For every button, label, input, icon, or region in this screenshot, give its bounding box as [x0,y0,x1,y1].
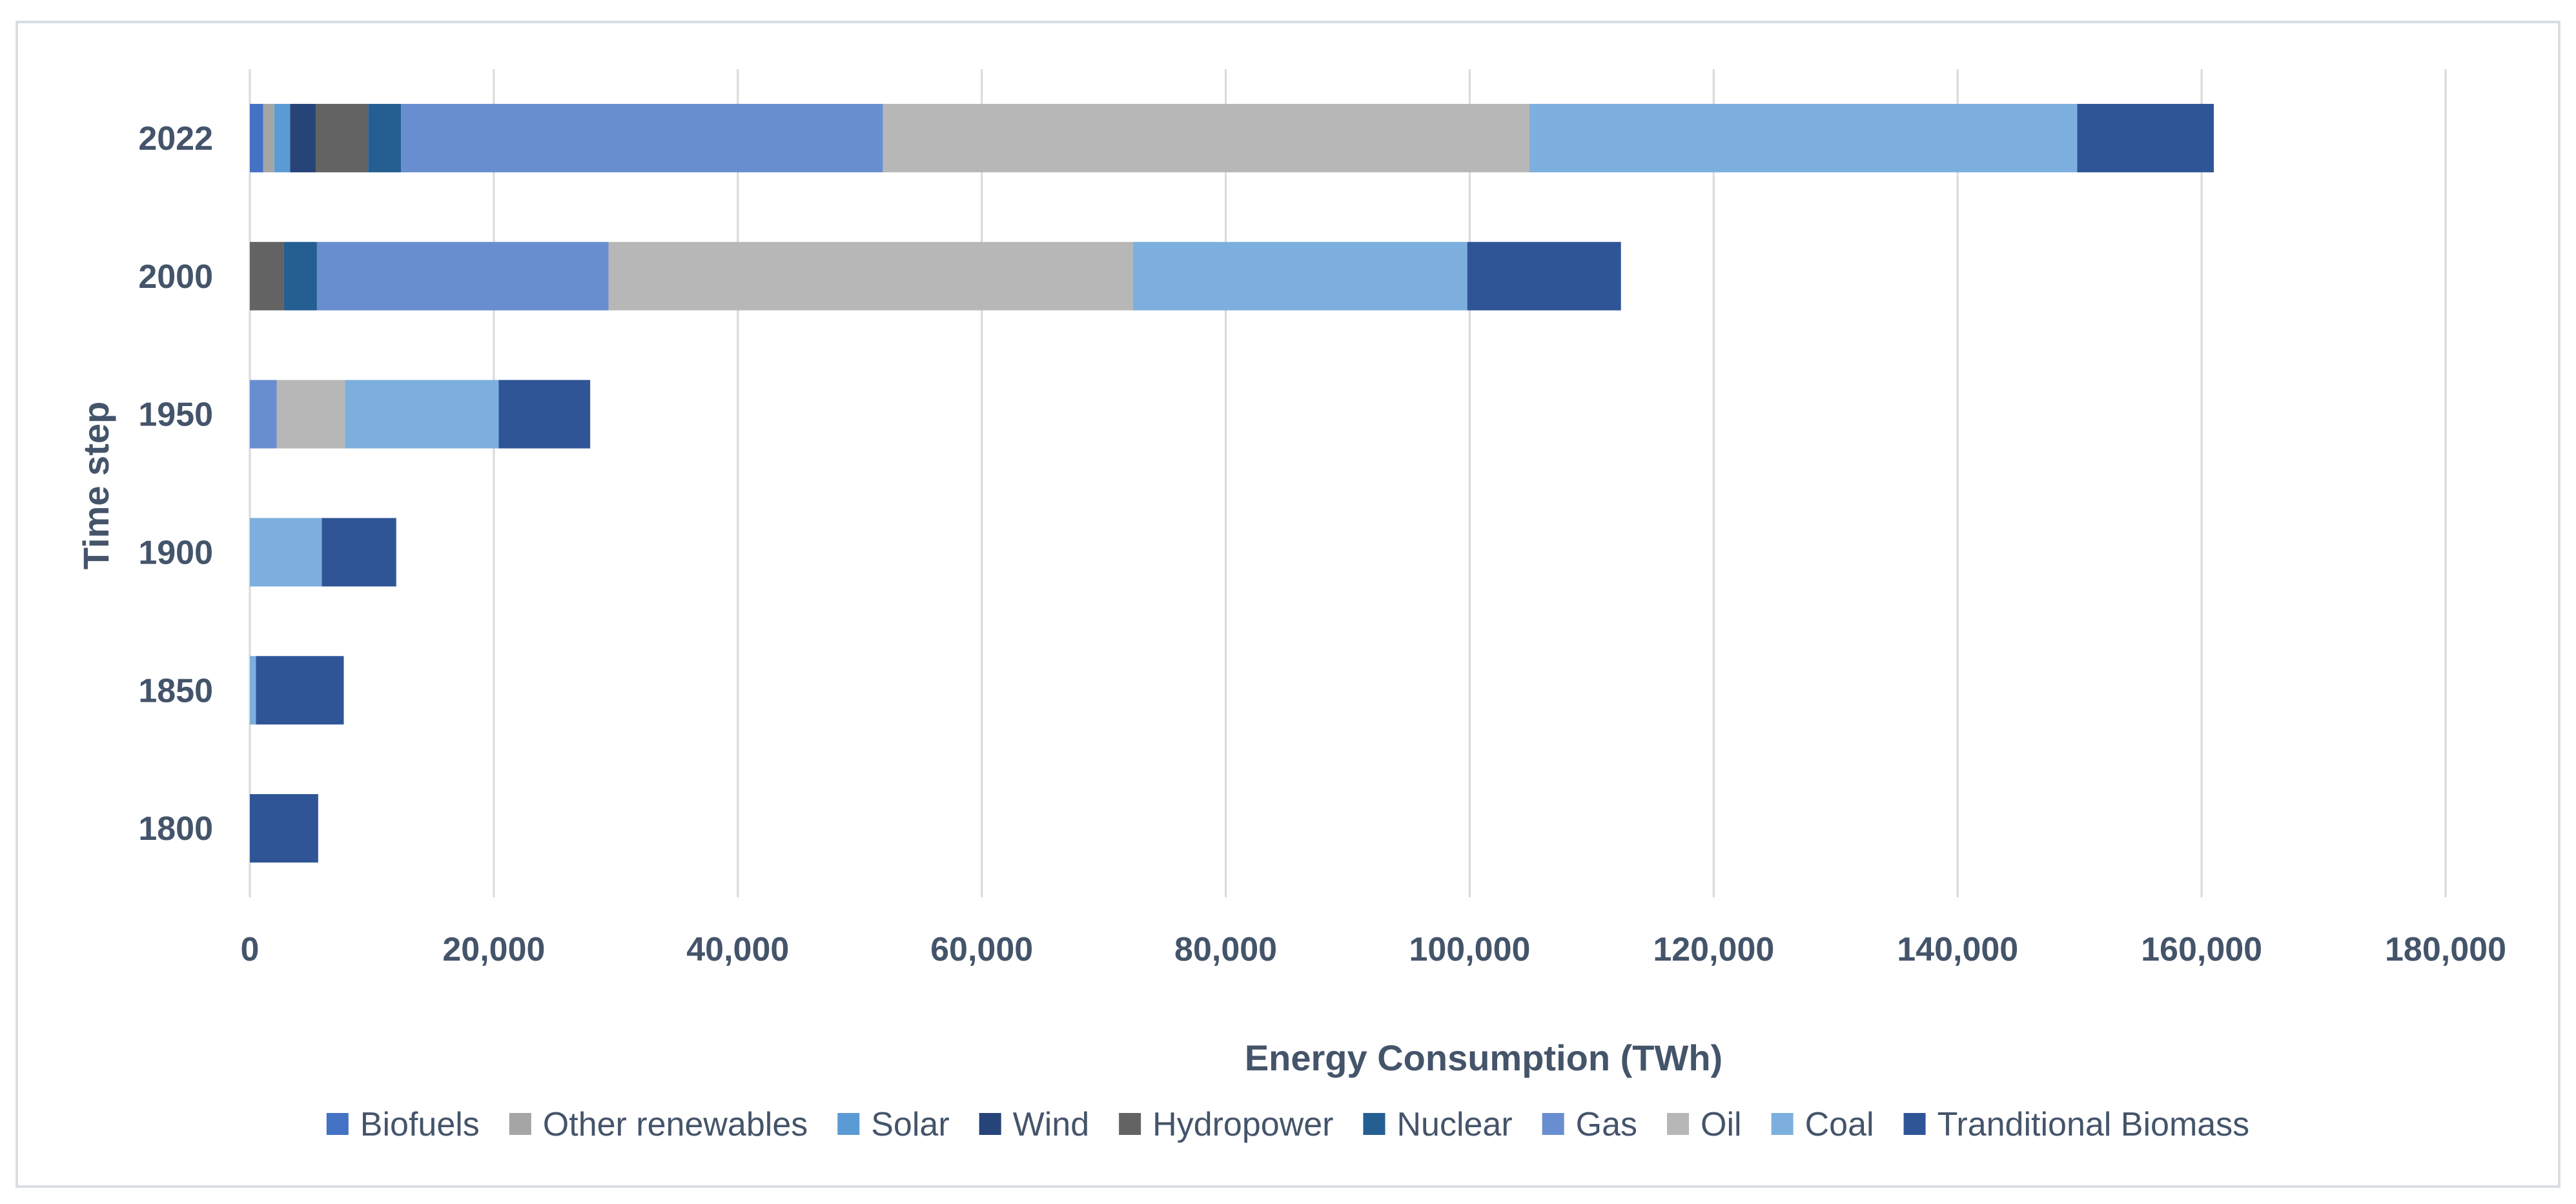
bar-segment-oil-1950 [276,380,345,449]
y-axis-title: Time step [76,402,116,569]
x-tick-label: 20,000 [442,931,545,968]
legend-label: Gas [1576,1106,1637,1143]
legend-label: Hydropower [1152,1106,1333,1143]
legend-swatch-solar [837,1113,860,1135]
y-tick-label: 1850 [138,672,213,709]
x-tick-label: 100,000 [1409,931,1530,968]
y-tick-label: 1900 [138,534,213,571]
bar-segment-gas-1950 [250,380,277,449]
bar-segment-oil-2022 [883,103,1530,172]
bar-segment-hydropower-2022 [316,103,369,172]
legend-swatch-nuclear [1363,1113,1385,1135]
bar-segment-coal-1850 [250,656,256,725]
x-tick-label: 120,000 [1653,931,1774,968]
y-tick-label: 2000 [138,258,213,296]
x-tick-label: 0 [241,931,260,968]
bar-segment-gas-2000 [316,241,609,311]
bar-segment-wind-2022 [290,103,316,172]
bar-segment-solar-2022 [274,103,291,172]
legend-swatch-coal [1771,1113,1794,1135]
bar-segment-gas-2022 [401,103,883,172]
x-tick-label: 180,000 [2385,931,2506,968]
legend-label: Wind [1013,1106,1089,1143]
legend: Biofuels Other renewables Solar Wind Hydropo… [326,1106,2250,1143]
bar-segment-tranditional-biomass-1850 [256,656,344,725]
bar-segment-tranditional-biomass-1900 [322,518,396,587]
bar-segment-biofuels-2022 [250,103,263,172]
x-axis-title: Energy Consumption (TWh) [1245,1037,1722,1078]
legend-swatch-biofuels [326,1113,349,1135]
bar-segment-coal-2000 [1132,241,1467,311]
x-tick-labels: 0 20,000 40,000 60,000 80,000 100,000 120,000 1… [241,931,2506,968]
legend-label: Oil [1701,1106,1742,1143]
legend-swatch-wind [979,1113,1001,1135]
legend-label: Solar [871,1106,949,1143]
bar-segment-tranditional-biomass-2022 [2077,103,2214,172]
legend-swatch-tranditional-biomass [1903,1113,1926,1135]
bar-segment-nuclear-2000 [283,241,317,311]
legend-swatch-hydropower [1119,1113,1141,1135]
x-tick-label: 160,000 [2141,931,2262,968]
x-tick-label: 60,000 [930,931,1033,968]
legend-label: Biofuels [360,1106,480,1143]
legend-label: Tranditional Biomass [1937,1106,2250,1143]
y-tick-labels: 1800 1850 1900 1950 2000 2022 [138,120,213,848]
chart-frame [15,21,2561,1188]
y-tick-label: 1800 [138,810,213,848]
x-tick-label: 80,000 [1174,931,1277,968]
y-tick-label: 2022 [138,120,213,158]
legend-swatch-other-renewables [509,1113,531,1135]
bar-segment-coal-2022 [1529,103,2078,172]
gridlines [249,69,2447,897]
legend-swatch-gas [1542,1113,1564,1135]
bar-segment-coal-1950 [345,380,499,449]
bar-segment-coal-1900 [250,518,322,587]
bar-segment-tranditional-biomass-1800 [250,794,318,863]
bar-segment-nuclear-2022 [368,103,402,172]
x-tick-label: 140,000 [1897,931,2018,968]
bar-segment-hydropower-2000 [250,241,284,311]
bars [250,103,2214,863]
bar-segment-tranditional-biomass-2000 [1467,241,1621,311]
legend-label: Other renewables [543,1106,808,1143]
bar-segment-oil-2000 [608,241,1133,311]
legend-label: Coal [1805,1106,1874,1143]
y-tick-label: 1950 [138,396,213,434]
legend-label: Nuclear [1396,1106,1512,1143]
bar-segment-other-renewables-2022 [263,103,274,172]
legend-swatch-oil [1667,1113,1690,1135]
bar-segment-tranditional-biomass-1950 [498,380,591,449]
x-tick-label: 40,000 [686,931,789,968]
